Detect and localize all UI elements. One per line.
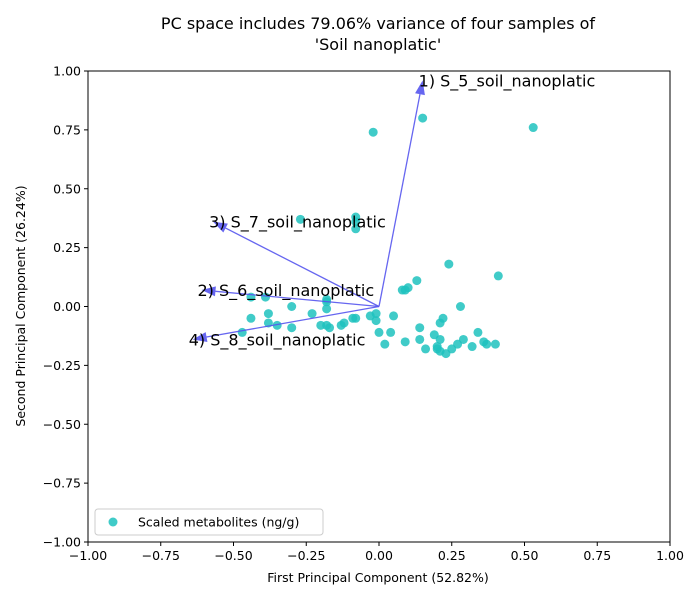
data-point [325,323,335,333]
data-point [441,349,451,359]
data-point [473,327,483,337]
x-tick-label: 0.25 [438,548,466,563]
data-point [386,327,396,337]
data-point [287,323,297,333]
data-point [490,339,500,349]
y-tick-label: −0.50 [43,417,81,432]
data-point [272,320,282,330]
legend-label: Scaled metabolites (ng/g) [138,515,299,530]
x-tick-label: 0.50 [511,548,539,563]
loading-vector-arrowhead [415,80,425,96]
loading-vector-line [378,94,421,307]
y-tick-label: −0.25 [43,358,81,373]
x-tick-label: 0.75 [583,548,611,563]
loading-vector-arrowhead [192,332,208,342]
data-point [351,217,361,227]
x-axis-title: First Principal Component (52.82%) [267,570,488,585]
data-point [263,309,273,319]
legend: Scaled metabolites (ng/g) [94,508,324,536]
loading-vector-line [206,305,380,338]
loading-vector-label: 1) S_5_soil_nanoplatic [419,71,596,91]
data-point [374,327,384,337]
loading-vector-line [215,290,380,308]
y-tick-label: 0.00 [53,299,81,314]
y-tick-label: 0.75 [53,122,81,137]
x-tick-label: −0.25 [287,548,325,563]
data-point [389,311,399,321]
data-point [455,302,465,311]
y-tick-label: 0.50 [53,181,81,196]
legend-box [94,508,324,536]
data-point [336,320,346,330]
loading-vector-label: 4) S_8_soil_nanoplatic [189,330,366,350]
data-point [368,127,378,137]
data-point [435,334,445,344]
legend-marker [108,517,118,527]
x-tick-label: −0.50 [214,548,252,563]
y-tick-label: −1.00 [43,535,81,550]
loading-vector-arrowhead [201,286,216,297]
loading-vectors: 1) S_5_soil_nanoplatic 3) S_7_soil_nanopl… [189,71,596,350]
loading-vector-label: 3) S_7_soil_nanoplatic [209,213,386,233]
y-axis-title: Second Principal Component (26.24%) [13,185,28,426]
data-point [528,123,538,133]
data-point [415,334,425,344]
y-tick-label: −0.75 [43,476,81,491]
x-tick-label: 0.00 [365,548,393,563]
data-point [371,316,381,326]
data-point [351,224,361,234]
data-point [351,313,361,323]
data-point [261,292,271,302]
loading-vector-line [225,227,380,308]
data-point [435,318,445,328]
data-point [415,323,425,333]
chart-title-line-2: 'Soil nanoplatic' [315,35,442,54]
loading-vector-label: 2) S_6_soil_nanoplatic [197,281,374,301]
data-point [295,214,305,224]
data-point [467,342,477,352]
x-tick-label: 1.00 [656,548,684,563]
data-point [412,276,422,286]
data-point [307,309,317,319]
scatter-points [237,113,538,359]
data-point [287,302,297,311]
data-point [380,339,390,349]
data-point [418,113,428,123]
y-tick-label: 0.25 [53,240,81,255]
data-point [482,339,492,349]
data-point [421,344,431,354]
data-point [493,271,503,281]
chart-title-line-1: PC space includes 79.06% variance of fou… [161,14,596,33]
data-point [316,320,326,330]
x-axis-ticks: −1.00 −0.75 −0.50 −0.25 0.00 0.25 0.50 0.75 1.00 [69,542,684,563]
x-tick-label: −1.00 [69,548,107,563]
y-tick-label: 1.00 [53,64,81,79]
loading-vector-arrowhead [213,221,228,233]
y-axis-ticks: −1.00 −0.75 −0.50 −0.25 0.00 0.25 0.50 0.75 1.00 [43,64,88,550]
x-tick-label: −0.75 [142,548,180,563]
data-point [400,337,410,347]
data-point [322,304,332,314]
data-point [444,259,454,269]
data-point [246,313,256,323]
data-point [400,285,410,295]
